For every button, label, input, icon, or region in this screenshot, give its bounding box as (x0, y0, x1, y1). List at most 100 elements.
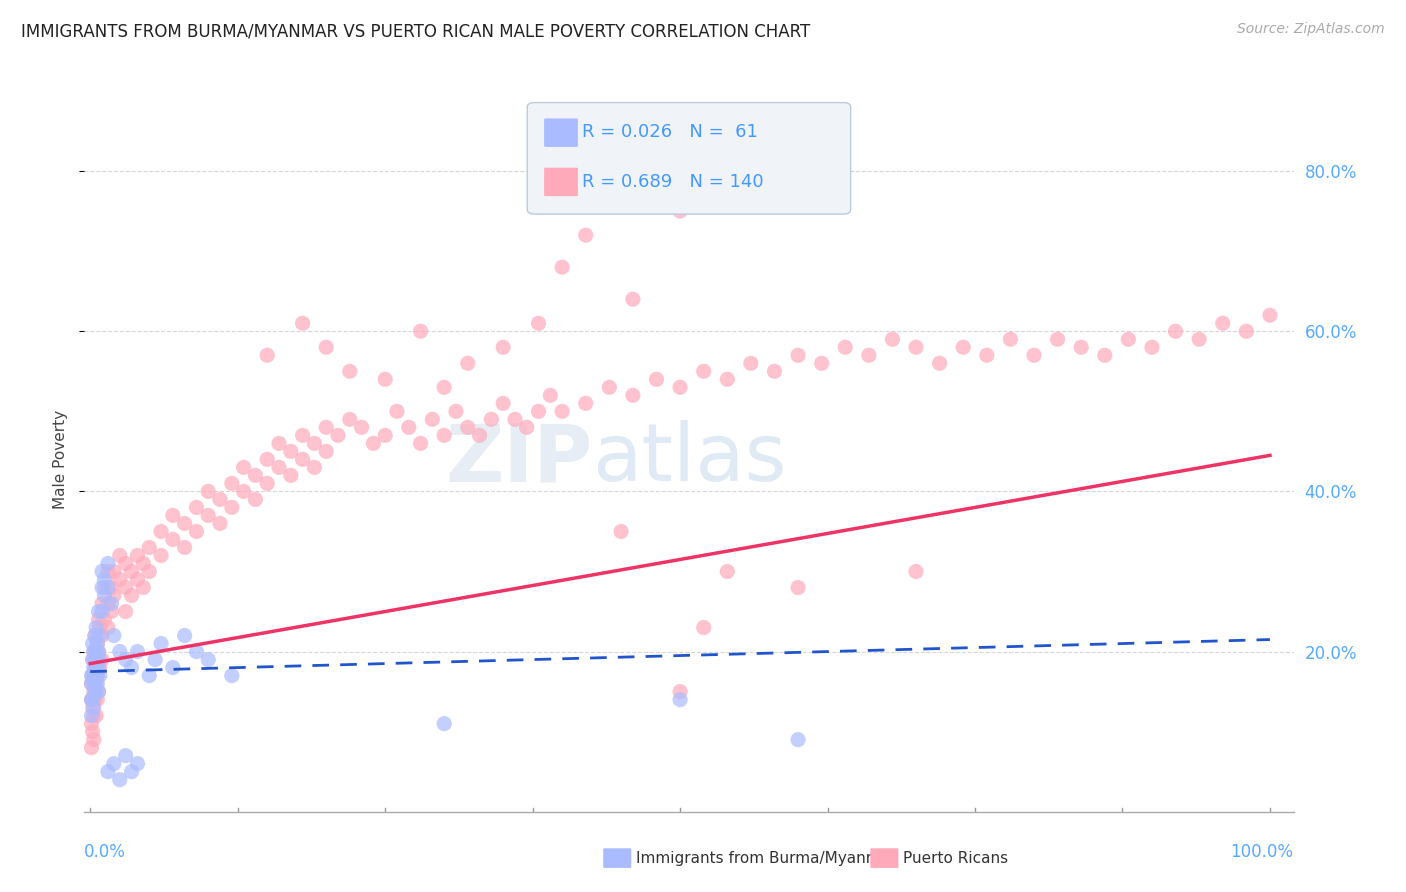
Point (291, 428, 314, 442)
Point (221, 668, 243, 682)
Text: Source: ZipAtlas.com: Source: ZipAtlas.com (1237, 22, 1385, 37)
Point (374, 428, 396, 442)
Point (740, 356, 762, 370)
Point (82, 668, 104, 682)
Point (80, 676, 103, 690)
Point (527, 316, 550, 330)
Point (86, 636, 108, 650)
Point (97, 557, 120, 571)
Point (93, 613, 115, 627)
Point (398, 420, 420, 434)
Point (86, 636, 108, 650)
Point (197, 508, 219, 523)
Point (197, 484, 219, 499)
Point (82, 636, 104, 650)
Point (80, 676, 103, 690)
Point (621, 292, 644, 306)
Point (132, 557, 155, 571)
Point (87, 684, 110, 698)
Point (91, 652, 114, 666)
Point (150, 549, 173, 563)
Point (82, 652, 104, 666)
Point (479, 412, 502, 426)
Point (173, 628, 195, 642)
Point (326, 428, 349, 442)
Point (245, 492, 267, 507)
Point (468, 428, 491, 442)
Point (232, 484, 254, 499)
Text: R = 0.026   N =  61: R = 0.026 N = 61 (582, 123, 758, 142)
Point (457, 356, 479, 370)
Point (100, 581, 122, 595)
Point (114, 748, 136, 763)
Point (374, 372, 396, 386)
Point (598, 380, 620, 394)
Point (103, 565, 125, 579)
Point (103, 628, 125, 642)
Point (80, 740, 103, 755)
Point (787, 348, 810, 362)
Point (138, 668, 160, 682)
Point (245, 468, 267, 483)
Point (1234, 324, 1257, 338)
Point (1212, 316, 1234, 330)
Point (610, 524, 633, 539)
Point (1118, 332, 1140, 346)
Point (83, 644, 105, 658)
Point (1188, 332, 1211, 346)
Text: ZIP: ZIP (444, 420, 592, 499)
Point (91, 628, 114, 642)
Point (669, 692, 692, 706)
Point (162, 660, 184, 674)
Point (84, 621, 107, 635)
Point (82, 652, 104, 666)
Point (82, 700, 104, 714)
Point (905, 340, 928, 354)
Text: Immigrants from Burma/Myanmar: Immigrants from Burma/Myanmar (636, 851, 896, 865)
Point (97, 565, 120, 579)
Point (83, 684, 105, 698)
Point (91, 597, 114, 611)
Point (173, 541, 195, 555)
Point (138, 541, 160, 555)
Point (716, 372, 738, 386)
Point (150, 636, 173, 650)
Point (93, 581, 115, 595)
Point (87, 684, 110, 698)
Point (83, 676, 105, 690)
Point (716, 565, 738, 579)
Point (433, 380, 456, 394)
Point (905, 565, 928, 579)
Point (100, 605, 122, 619)
Point (363, 436, 385, 450)
Point (150, 524, 173, 539)
Point (82, 692, 104, 706)
Point (267, 436, 290, 450)
Point (87, 644, 110, 658)
Point (84, 652, 107, 666)
Point (114, 605, 136, 619)
Point (100, 597, 122, 611)
Point (1094, 348, 1116, 362)
Point (93, 573, 115, 587)
Point (87, 605, 110, 619)
Point (232, 460, 254, 475)
Point (280, 468, 302, 483)
Point (208, 516, 231, 531)
Point (1258, 308, 1281, 322)
Point (291, 316, 314, 330)
Point (197, 652, 219, 666)
Point (80, 692, 103, 706)
Point (1164, 324, 1187, 338)
Point (256, 476, 278, 491)
Point (669, 684, 692, 698)
Point (339, 364, 361, 378)
Point (457, 420, 479, 434)
Point (409, 324, 432, 338)
Point (787, 581, 810, 595)
Point (516, 420, 538, 434)
Point (93, 589, 115, 603)
Point (409, 436, 432, 450)
Point (621, 388, 644, 402)
Point (91, 581, 114, 595)
